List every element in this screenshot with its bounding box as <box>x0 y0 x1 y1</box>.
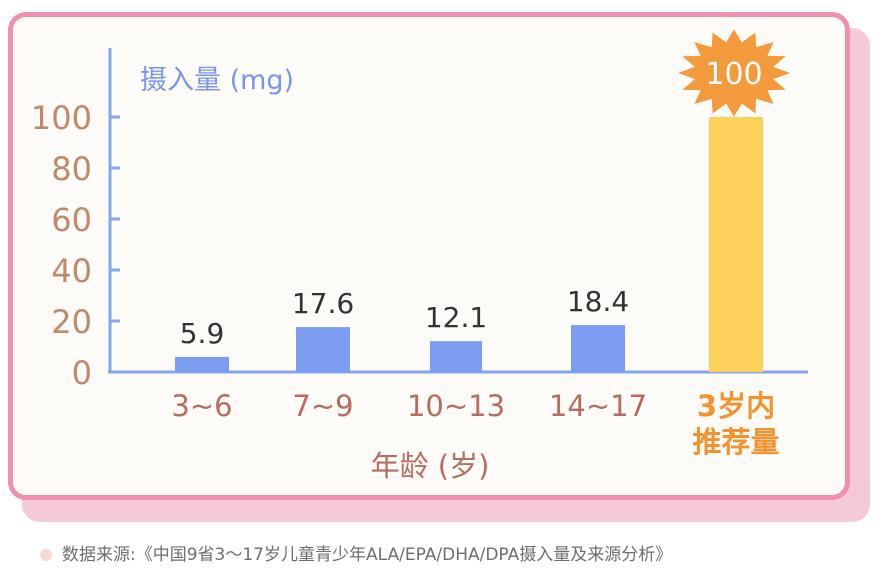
category-label-3: 14~17 <box>549 389 647 423</box>
source-text: 数据来源:《中国9省3～17岁儿童青少年ALA/EPA/DHA/DPA摄入量及来… <box>62 545 673 565</box>
bar-value-label-0: 5.9 <box>180 317 225 350</box>
bar-value-label-1: 17.6 <box>292 287 354 320</box>
category-label-4-line0: 3岁内 <box>697 389 775 423</box>
source-note: 数据来源:《中国9省3～17岁儿童青少年ALA/EPA/DHA/DPA摄入量及来… <box>40 540 672 565</box>
y-tick-label-80: 80 <box>51 150 92 188</box>
bar-3 <box>571 325 625 372</box>
y-tick-label-20: 20 <box>51 303 92 341</box>
bar-value-label-4: 100 <box>705 57 762 92</box>
y-tick-label-40: 40 <box>51 252 92 290</box>
bar-2 <box>430 341 482 372</box>
y-tick-label-0: 0 <box>72 354 92 392</box>
category-label-0: 3~6 <box>171 389 232 423</box>
bar-value-label-2: 12.1 <box>425 301 487 334</box>
category-label-4-line1: 推荐量 <box>692 425 779 459</box>
y-tick-label-60: 60 <box>51 201 92 239</box>
category-label-2: 10~13 <box>407 389 505 423</box>
y-axis-label: 摄入量 (mg) <box>140 65 294 96</box>
bar-0 <box>175 356 229 372</box>
x-axis-label: 年龄 (岁) <box>371 449 490 483</box>
category-label-1: 7~9 <box>292 389 353 423</box>
y-tick-label-100: 100 <box>31 99 92 137</box>
value-burst-icon <box>678 29 790 117</box>
bar-1 <box>296 327 350 372</box>
bar-4 <box>709 117 763 372</box>
bar-value-label-3: 18.4 <box>567 285 629 318</box>
bullet-dot-icon <box>40 549 52 561</box>
